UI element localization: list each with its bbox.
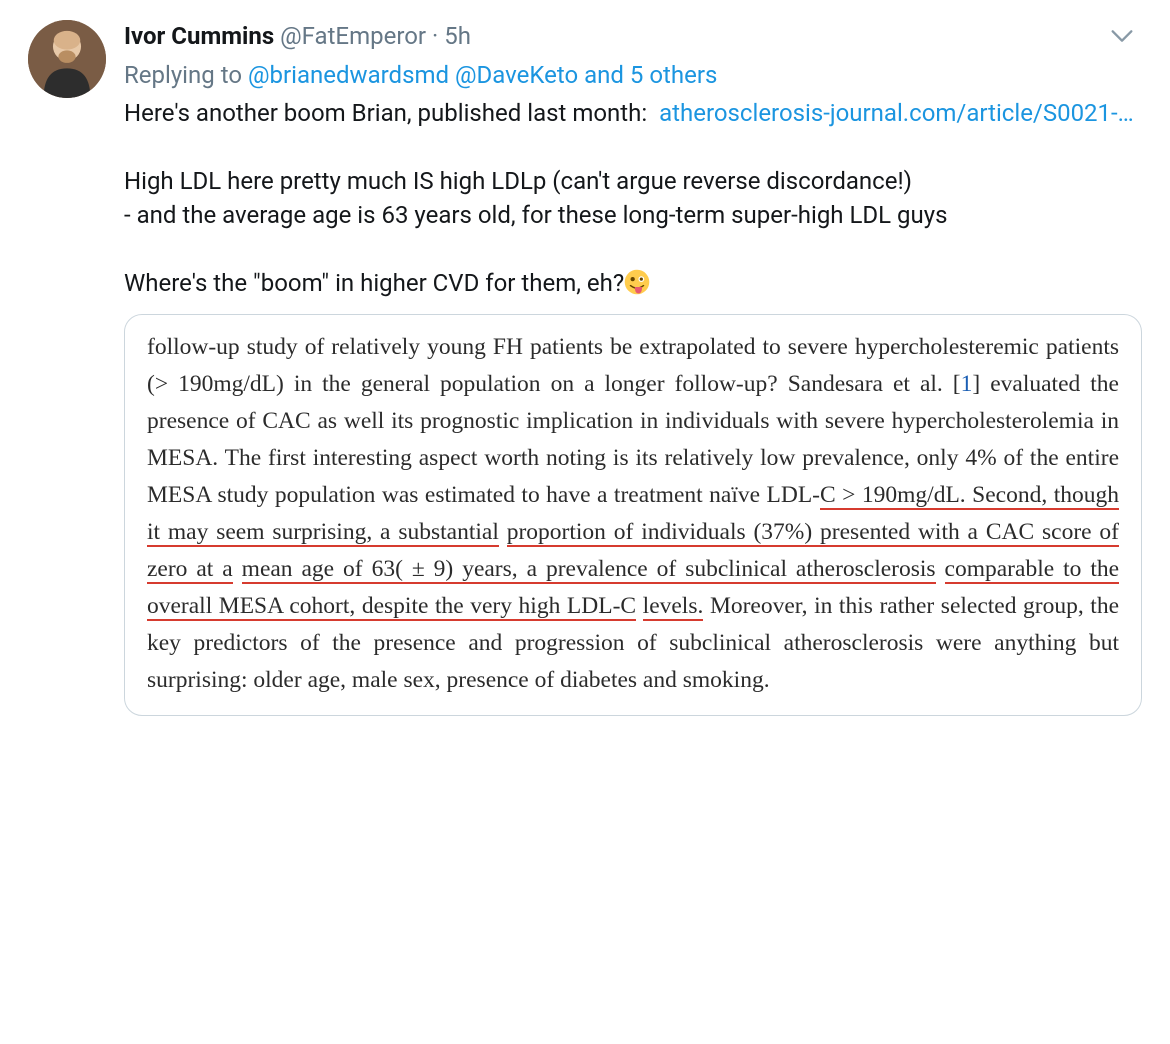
reply-prefix: Replying to: [124, 61, 248, 89]
tweet-content: Ivor Cummins @FatEmperor · 5h Replying t…: [124, 20, 1142, 716]
article-excerpt: follow-up study of relatively young FH p…: [147, 329, 1119, 699]
avatar-image: [28, 20, 106, 98]
underline-5: levels.: [643, 593, 704, 621]
body-link[interactable]: atherosclerosis-journal.com/article/S002…: [659, 99, 1134, 127]
underline-3: mean age of 63( ± 9) years, a prevalence…: [242, 556, 936, 584]
avatar[interactable]: [28, 20, 106, 98]
timestamp[interactable]: 5h: [444, 22, 471, 50]
body-part1: Here's another boom Brian, published las…: [124, 99, 659, 127]
winking-tongue-emoji-icon: [624, 269, 650, 295]
reply-context: Replying to @brianedwardsmd @DaveKeto an…: [124, 58, 1142, 92]
embedded-image-card[interactable]: follow-up study of relatively young FH p…: [124, 314, 1142, 716]
separator: ·: [432, 22, 438, 50]
tweet-header: Ivor Cummins @FatEmperor · 5h: [124, 20, 1142, 56]
reply-suffix[interactable]: and 5 others: [578, 61, 717, 89]
handle[interactable]: @FatEmperor: [280, 22, 426, 50]
tweet-body: Here's another boom Brian, published las…: [124, 96, 1142, 300]
display-name[interactable]: Ivor Cummins: [124, 22, 274, 50]
tweet: Ivor Cummins @FatEmperor · 5h Replying t…: [28, 20, 1142, 716]
author-line: Ivor Cummins @FatEmperor · 5h: [124, 20, 471, 52]
reply-mentions[interactable]: @brianedwardsmd @DaveKeto: [248, 61, 578, 89]
more-options-button[interactable]: [1102, 20, 1142, 56]
chevron-down-icon: [1108, 22, 1136, 50]
citation-ref: 1: [961, 371, 973, 397]
body-part2: High LDL here pretty much IS high LDLp (…: [124, 167, 947, 297]
